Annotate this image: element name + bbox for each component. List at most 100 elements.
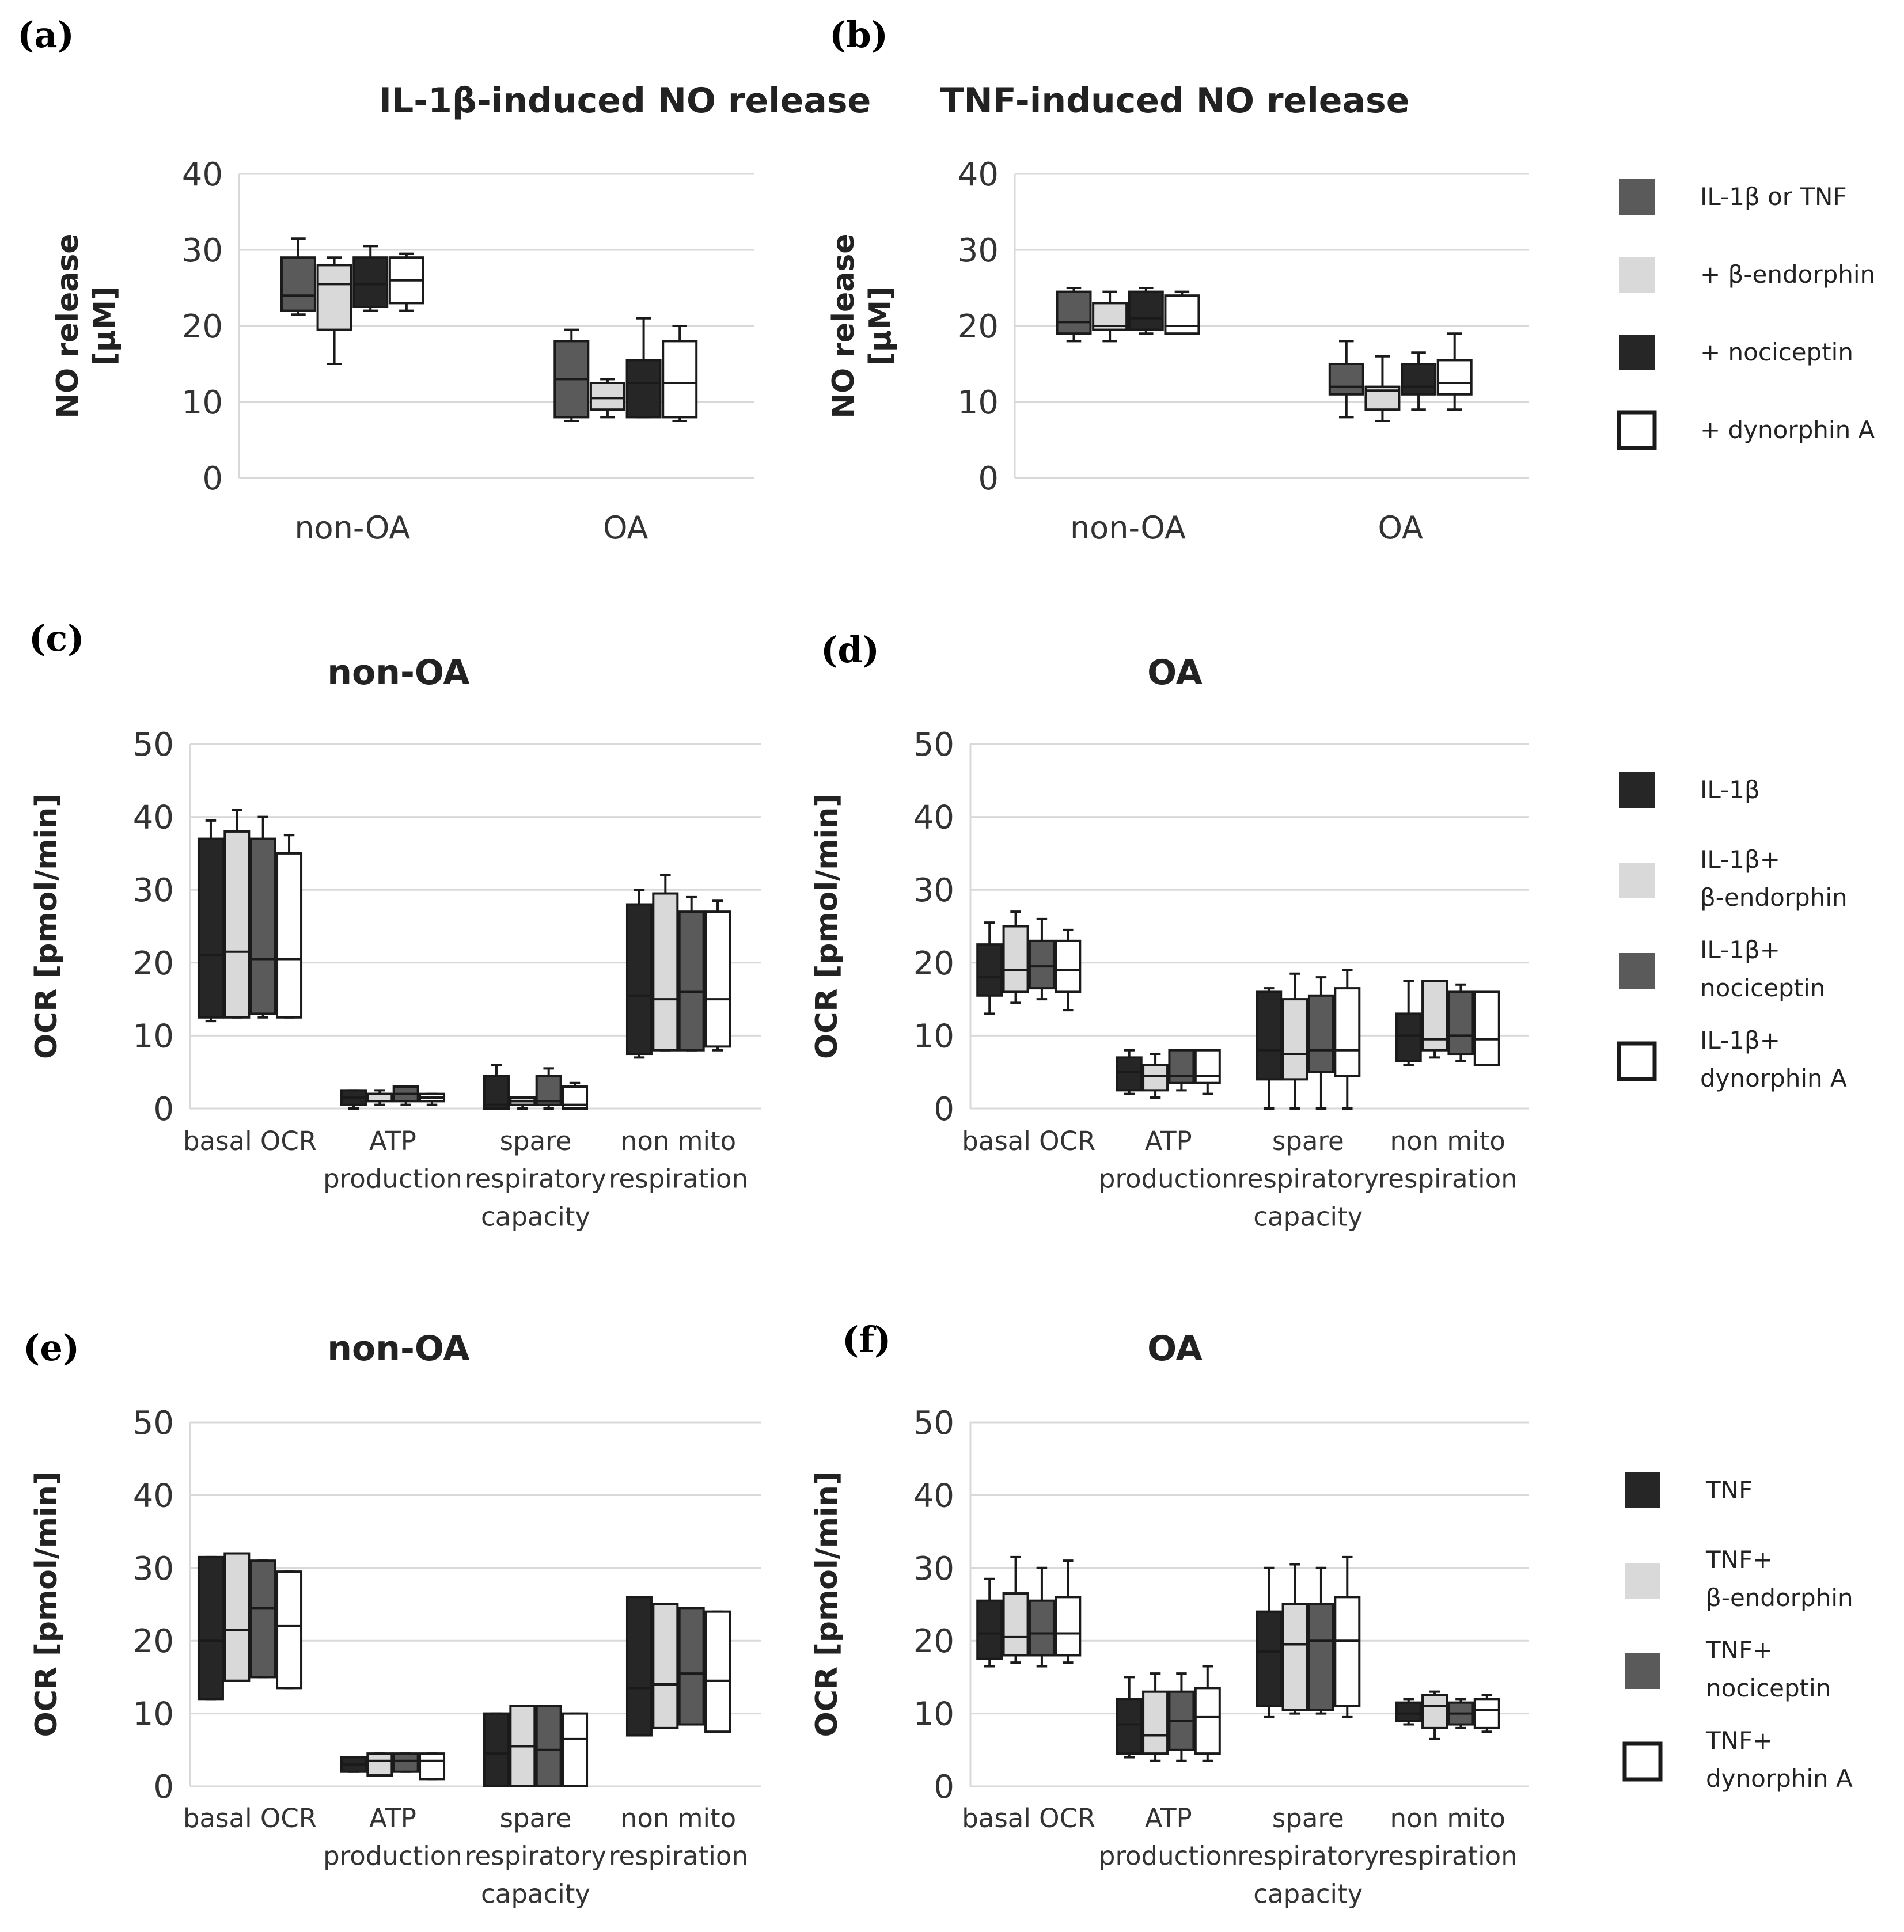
legend-label: IL-1β+ dynorphin A <box>1700 1026 1847 1092</box>
box-iqr <box>976 943 1003 997</box>
category-label: non mito respiration <box>609 1803 748 1872</box>
box-il-1- <box>625 889 653 1059</box>
box-tnf <box>625 1596 653 1737</box>
category-label: OA <box>1378 510 1424 546</box>
category-label-line: respiratory <box>1237 1841 1379 1872</box>
box-il-1-nociceptin <box>249 815 276 1019</box>
box-iqr <box>589 382 625 411</box>
y-tick-label: 40 <box>182 156 223 193</box>
box-iqr <box>280 256 316 312</box>
box-iqr <box>1436 359 1473 396</box>
box-il-1- <box>1395 980 1422 1066</box>
chart-title: OA <box>1147 652 1203 693</box>
category-label-line: respiratory <box>465 1164 606 1194</box>
box-il-1- <box>483 1064 510 1110</box>
panel-label: (b) <box>829 14 888 56</box>
box-tnf <box>340 1756 367 1773</box>
panel-label: (a) <box>17 14 74 56</box>
legend-label: IL-1β+ nociceptin <box>1700 936 1825 1002</box>
panel-label: (c) <box>29 617 84 659</box>
box-iqr <box>1395 1701 1422 1722</box>
legend-label: TNF+ nociceptin <box>1705 1636 1831 1702</box>
box-tnf-nociceptin <box>249 1559 276 1679</box>
legend-swatch <box>1619 179 1655 215</box>
y-axis-label-line: [µM] <box>863 286 898 366</box>
panel-label: (f) <box>842 1319 891 1361</box>
legend-label-line: IL-1β+ <box>1700 936 1780 964</box>
box--dynorphin-a <box>1436 332 1473 411</box>
legend-label: + nociceptin <box>1700 338 1853 366</box>
legend-label: TNF <box>1705 1476 1753 1504</box>
category-label: spare respiratory capacity <box>465 1803 606 1909</box>
box-iqr <box>1395 1012 1422 1062</box>
box-tnf <box>483 1712 510 1788</box>
category-label-line: capacity <box>481 1878 590 1909</box>
box-iqr <box>1028 939 1055 990</box>
y-tick-label: 10 <box>913 1696 954 1733</box>
panel-label: (e) <box>23 1327 79 1369</box>
category-label-line: non-OA <box>294 510 410 546</box>
box--dynorphin-a <box>662 325 698 422</box>
chart-panel-a: (a) IL-1β-induced NO release 0 10 20 30 40 NO r… <box>17 14 871 546</box>
category-label-line: ATP <box>1145 1803 1192 1834</box>
category-label: basal OCR <box>962 1803 1095 1834</box>
y-tick-label: 20 <box>958 308 999 346</box>
box-iqr <box>1334 1596 1361 1707</box>
box-il-1-dynorphin-a <box>1194 1049 1221 1095</box>
box-il-1-nociceptin <box>1168 1049 1195 1092</box>
box-tnf-dynorphin-a <box>1055 1559 1082 1664</box>
box-iqr <box>1473 990 1500 1066</box>
y-tick-label: 0 <box>978 460 999 498</box>
box-iqr <box>352 256 389 309</box>
category-label-line: basal OCR <box>962 1126 1095 1156</box>
category-label-line: production <box>323 1841 462 1872</box>
category-label-line: spare <box>1272 1803 1344 1834</box>
y-tick-label: 40 <box>133 799 174 837</box>
box-iqr <box>1281 998 1308 1081</box>
box--endorphin <box>1092 290 1128 343</box>
box-iqr <box>976 1599 1003 1660</box>
box-tnf-dynorphin-a <box>276 1570 303 1690</box>
category-label-line: spare <box>500 1803 572 1834</box>
y-tick-label: 30 <box>133 1550 174 1588</box>
legend-label-line: IL-1β+ <box>1700 845 1780 874</box>
box-il-1-endorphin <box>366 1089 393 1106</box>
category-label-line: respiration <box>609 1841 748 1872</box>
box--nociceptin <box>625 317 662 419</box>
legend-label-line: nociceptin <box>1706 1674 1831 1702</box>
category-label-line: non mito <box>621 1126 736 1156</box>
box--nociceptin <box>1128 287 1164 335</box>
chart-title: OA <box>1147 1329 1203 1369</box>
legend-label-line: TNF+ <box>1705 1546 1773 1574</box>
category-label-line: OA <box>1378 510 1424 546</box>
box-tnf-nociceptin <box>678 1607 705 1726</box>
category-label-line: production <box>1099 1841 1238 1872</box>
box-il-1-nociceptin <box>1447 983 1474 1062</box>
legend-label: + dynorphin A <box>1700 416 1875 444</box>
y-axis-label: OCR [pmol/min] <box>810 794 844 1059</box>
box-tnf-endorphin <box>509 1705 536 1787</box>
category-label: ATP production <box>1099 1803 1238 1872</box>
legend-swatch <box>1619 257 1655 293</box>
box-iqr <box>1002 1592 1029 1657</box>
y-tick-label: 20 <box>182 308 223 346</box>
box-tnf <box>1256 1566 1283 1718</box>
legend-label-line: TNF+ <box>1705 1636 1773 1664</box>
box-il-1-nociceptin <box>535 1067 562 1110</box>
box-tnf-dynorphin-a <box>704 1610 731 1733</box>
box-iqr <box>1281 1603 1308 1711</box>
category-label-line: production <box>323 1164 462 1194</box>
box-iqr <box>1473 1698 1500 1729</box>
box-iqr <box>223 830 251 1019</box>
box-tnf-nociceptin <box>1447 1698 1474 1729</box>
box-il-1-endorphin <box>1421 980 1448 1059</box>
box-iqr <box>1168 1049 1195 1084</box>
category-label: spare respiratory capacity <box>465 1126 606 1232</box>
legend-label: TNF+ dynorphin A <box>1705 1726 1853 1793</box>
legend-swatch <box>1619 772 1655 808</box>
y-tick-label: 50 <box>133 1405 174 1442</box>
category-label-line: capacity <box>1253 1201 1363 1232</box>
box-iqr <box>652 892 679 1052</box>
box-il-1-nociceptin <box>392 1085 419 1106</box>
